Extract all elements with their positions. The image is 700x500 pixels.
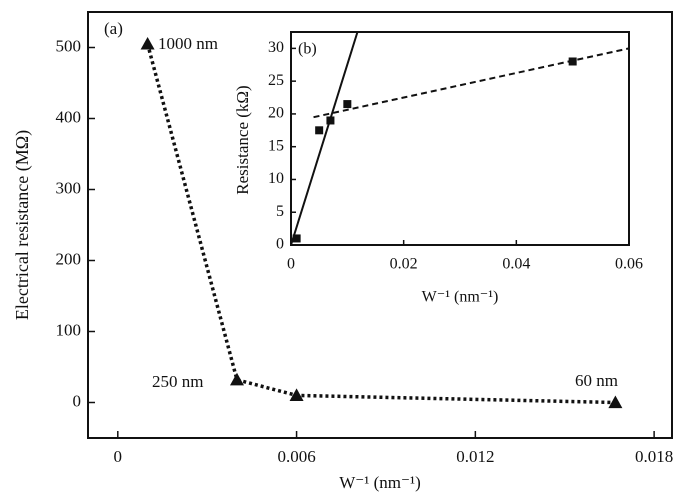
y-tick-label: 400	[56, 107, 82, 126]
data-point	[229, 372, 244, 386]
data-point	[140, 36, 155, 50]
annotation: 1000 nm	[158, 34, 218, 53]
y-tick-label: 10	[268, 170, 284, 187]
annotation: 250 nm	[152, 372, 203, 391]
y-tick-label: 0	[73, 391, 82, 410]
y-tick-label: 5	[276, 203, 284, 220]
x-tick-label: 0.04	[502, 256, 530, 273]
data-point	[343, 100, 352, 109]
x-tick-label: 0.006	[277, 447, 315, 466]
data-point	[326, 116, 335, 125]
x-axis-label: W⁻¹ (nm⁻¹)	[339, 473, 420, 492]
fit-line	[290, 31, 359, 246]
y-tick-label: 100	[56, 320, 82, 339]
y-tick-label: 15	[268, 137, 284, 154]
data-point	[568, 57, 577, 66]
annotation: (a)	[104, 19, 123, 38]
y-tick-label: 25	[268, 72, 284, 89]
y-axis-label: Electrical resistance (MΩ)	[12, 130, 33, 320]
x-tick-label: 0.018	[635, 447, 673, 466]
x-axis-label: W⁻¹ (nm⁻¹)	[422, 289, 499, 306]
fit-line	[313, 47, 630, 119]
x-tick-label: 0.06	[615, 256, 643, 273]
plot-frame	[290, 31, 630, 246]
x-tick-label: 0	[287, 256, 295, 273]
y-tick-label: 30	[268, 39, 284, 56]
y-tick-label: 20	[268, 105, 284, 122]
data-point	[608, 395, 623, 409]
y-axis-label: Resistance (kΩ)	[233, 85, 252, 194]
y-tick-label: 0	[276, 236, 284, 253]
data-point	[292, 234, 301, 243]
data-point	[315, 126, 324, 135]
x-tick-label: 0	[114, 447, 123, 466]
y-tick-label: 500	[56, 36, 82, 55]
x-tick-label: 0.012	[456, 447, 494, 466]
annotation: (b)	[298, 41, 317, 58]
x-tick-label: 0.02	[390, 256, 418, 273]
data-line	[145, 43, 616, 405]
y-tick-label: 300	[56, 178, 82, 197]
annotation: 60 nm	[575, 371, 618, 390]
data-point	[289, 388, 304, 401]
y-tick-label: 200	[56, 249, 82, 268]
